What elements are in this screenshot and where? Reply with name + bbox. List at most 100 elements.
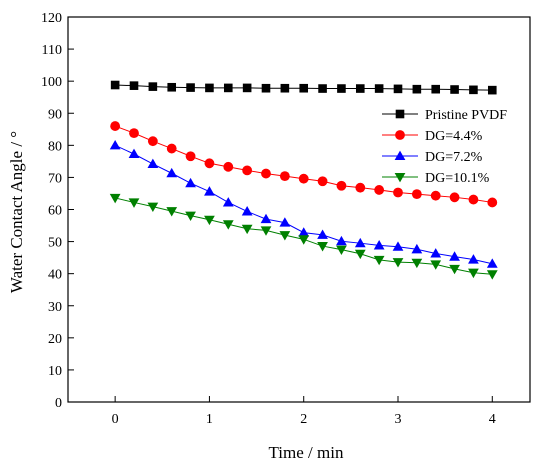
data-point [317, 229, 328, 239]
data-point [393, 187, 403, 198]
data-point [411, 258, 423, 269]
y-tick-label: 60 [48, 204, 62, 219]
data-point [166, 143, 177, 154]
data-point [261, 168, 271, 179]
data-point [298, 235, 310, 245]
y-tick-label: 50 [48, 236, 62, 251]
data-point [298, 173, 309, 184]
data-point [355, 182, 366, 193]
data-point [279, 217, 291, 227]
legend-marker [394, 172, 406, 183]
data-point [392, 258, 404, 268]
data-point [299, 83, 309, 93]
data-point [185, 177, 196, 188]
data-point [128, 148, 140, 159]
legend-marker [395, 130, 405, 140]
data-point [450, 85, 459, 94]
y-tick-label: 10 [48, 364, 62, 379]
data-point [393, 84, 403, 94]
legend-label: DG=10.1% [425, 171, 490, 186]
y-tick-label: 40 [48, 268, 62, 283]
data-point [166, 167, 178, 178]
data-point [449, 192, 460, 203]
legend-label: DG=7.2% [425, 150, 483, 165]
y-tick-label: 100 [41, 75, 62, 90]
data-point [128, 198, 140, 208]
x-tick-label: 3 [395, 412, 402, 427]
series-4 [109, 193, 498, 280]
data-point [317, 242, 328, 252]
y-tick-label: 70 [48, 171, 62, 186]
data-point [469, 85, 478, 95]
data-point [430, 260, 442, 270]
data-point [449, 264, 460, 275]
data-point [223, 83, 233, 93]
data-point [185, 211, 196, 221]
series-1 [110, 80, 497, 95]
data-point [205, 83, 214, 93]
data-point [468, 194, 479, 205]
data-point [486, 270, 498, 280]
legend-item: DG=4.4% [382, 129, 483, 144]
data-point [373, 255, 385, 266]
y-tick-label: 80 [48, 139, 62, 154]
data-point [242, 83, 252, 93]
data-point [468, 254, 479, 264]
data-point [204, 186, 215, 196]
data-point [280, 83, 290, 93]
data-point [336, 235, 347, 246]
data-point [109, 193, 121, 204]
data-point [166, 207, 178, 217]
data-point [222, 197, 234, 207]
data-point [431, 84, 441, 94]
data-point [317, 176, 328, 187]
x-tick-label: 4 [489, 412, 496, 427]
data-point [129, 128, 139, 139]
y-tick-label: 110 [42, 43, 62, 58]
data-point [279, 231, 291, 241]
data-point [204, 215, 215, 226]
legend-marker [394, 150, 406, 161]
x-axis-title: Time / min [269, 443, 344, 462]
data-point [222, 220, 234, 230]
data-point [147, 136, 158, 147]
y-tick-label: 120 [41, 11, 62, 26]
y-tick-label: 20 [48, 332, 62, 347]
data-point [110, 121, 121, 131]
data-point [354, 237, 366, 248]
data-point [486, 258, 498, 268]
data-point [241, 206, 253, 216]
y-tick-label: 90 [48, 107, 62, 122]
legend-label: Pristine PVDF [425, 108, 507, 123]
y-tick-label: 30 [48, 300, 62, 315]
data-point [374, 84, 384, 93]
data-point [242, 165, 253, 176]
y-axis-title: Water Contact Angle / ° [7, 131, 26, 293]
legend-item: DG=10.1% [382, 171, 490, 186]
series-2 [110, 121, 498, 208]
data-point [336, 245, 347, 255]
legend: Pristine PVDF DG=4.4% DG=7.2% DG=10.1% [382, 108, 507, 186]
data-point [204, 158, 215, 169]
data-point [186, 83, 195, 92]
legend-item: Pristine PVDF [382, 108, 507, 123]
data-point [449, 251, 460, 261]
data-point [374, 185, 385, 195]
data-point [430, 248, 442, 258]
data-point [411, 243, 423, 254]
data-point [318, 84, 327, 93]
data-point [129, 81, 139, 90]
data-point [336, 180, 347, 191]
axes-group: 0 10 20 30 40 50 60 70 80 90 100 110 120 0 1 2 3 4 [41, 11, 531, 427]
data-point [109, 139, 121, 150]
data-point [260, 213, 272, 224]
data-point [260, 226, 272, 236]
x-tick-label: 1 [206, 412, 213, 427]
data-point [468, 268, 479, 279]
data-point [223, 161, 234, 172]
series-group [109, 80, 498, 280]
legend-label: DG=4.4% [425, 129, 483, 144]
x-tick-label: 0 [112, 412, 119, 427]
data-point [241, 224, 253, 235]
